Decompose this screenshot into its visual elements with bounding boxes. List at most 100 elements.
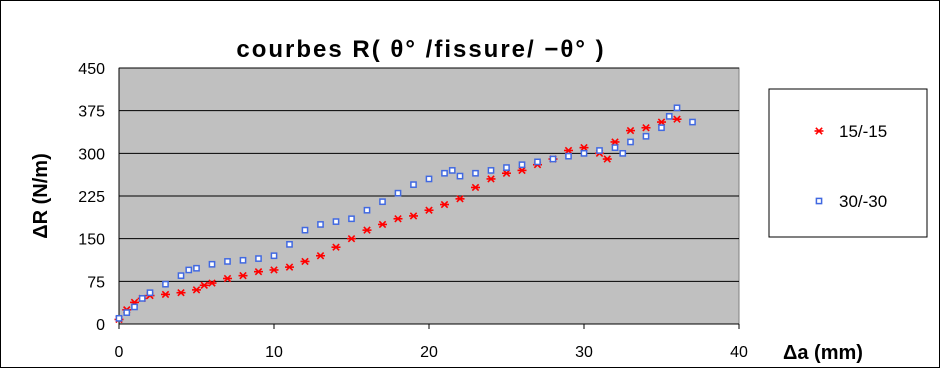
data-point-series2 [115,314,123,322]
data-point-series2 [565,152,572,160]
data-point-series1 [517,166,527,175]
legend-box [768,88,928,238]
data-point-series1 [486,175,496,183]
data-point-series2 [487,167,495,174]
data-point-series2 [185,266,193,274]
data-point-series1 [564,146,573,155]
data-point-series2 [441,169,448,177]
data-point-series1 [502,169,511,177]
data-point-series1 [602,155,612,163]
data-point-series1 [207,279,217,287]
y-tick-label: 225 [78,189,105,206]
data-point-series2 [317,221,324,228]
data-point-series2 [255,255,262,262]
data-point-series1 [378,220,387,229]
legend-marker [815,197,823,205]
x-tick-label: 0 [115,344,124,361]
chart-title: courbes R( θ° /fissure/ −θ° ) [236,36,605,63]
data-point-series1 [641,124,651,132]
data-point-series1 [238,271,248,280]
data-point-series2 [658,124,665,132]
data-point-series1 [440,200,449,209]
data-point-series2 [665,113,673,120]
data-point-series2 [518,161,526,169]
data-point-series1 [176,288,186,297]
data-point-series1 [455,195,465,203]
data-point-series2 [301,226,309,234]
data-point-series1 [269,266,279,274]
data-point-series2 [131,303,138,311]
data-point-series2 [410,181,417,188]
y-tick-label: 150 [78,232,105,249]
data-point-series2 [379,198,386,206]
data-point-series2 [363,206,371,214]
y-tick-label: 0 [96,317,105,334]
data-point-series2 [642,132,650,140]
data-point-series2 [162,280,169,288]
data-point-series2 [689,118,696,126]
data-point-series2 [348,215,355,223]
data-point-series2 [425,175,433,183]
data-point-series2 [286,241,293,248]
data-point-series2 [503,164,510,171]
data-point-series2 [270,252,278,260]
y-axis-label: ΔR (N/m) [30,153,52,238]
data-point-series1 [672,115,682,123]
data-point-series2 [534,158,541,166]
y-tick-label: 375 [78,104,105,121]
data-point-series1 [347,234,356,243]
data-point-series1 [424,206,434,214]
data-point-series2 [394,189,402,197]
data-point-series1 [254,267,263,276]
data-point-series2 [146,289,154,297]
data-point-series1 [300,257,310,266]
data-point-series2 [472,169,479,177]
data-point-series2 [611,144,619,151]
data-point-series2 [193,264,200,272]
data-point-series1 [362,226,372,234]
data-point-series2 [224,258,231,265]
data-point-series1 [199,281,209,290]
data-point-series2 [596,147,603,154]
data-point-series1 [393,215,403,223]
data-point-series1 [192,286,201,294]
data-point-series2 [456,172,464,180]
y-tick-label: 75 [87,274,105,291]
data-point-series2 [619,149,627,157]
x-tick-label: 20 [420,344,438,361]
data-point-series2 [208,260,216,268]
y-tick-label: 450 [78,61,105,78]
data-point-series2 [177,272,185,279]
x-tick-label: 40 [730,344,748,361]
data-point-series2 [239,256,247,264]
data-point-series1 [471,183,480,192]
data-point-series2 [332,218,340,225]
y-tick-label: 300 [78,146,105,163]
data-point-series1 [657,118,666,126]
data-point-series1 [285,263,294,271]
data-point-series2 [138,295,146,302]
data-point-series2 [549,155,557,163]
data-point-series2 [580,149,588,157]
data-point-series2 [627,138,634,146]
x-tick-label: 10 [265,344,283,361]
data-point-series2 [123,309,131,316]
data-point-series2 [673,104,681,112]
legend-label: 30/-30 [839,192,887,211]
x-axis-label: Δa (mm) [783,342,863,364]
data-point-series1 [223,274,232,283]
data-point-series2 [448,167,456,174]
data-point-series1 [331,243,341,251]
data-point-series1 [161,290,170,299]
data-point-series1 [316,252,325,260]
legend: 15/-15 30/-30 [768,88,928,238]
data-point-series1 [610,138,620,146]
x-tick-label: 30 [575,344,593,361]
data-point-series1 [409,212,418,220]
legend-label: 15/-15 [839,122,887,141]
data-point-series1 [579,143,589,152]
data-point-series1 [626,126,635,135]
legend-marker [814,127,824,135]
